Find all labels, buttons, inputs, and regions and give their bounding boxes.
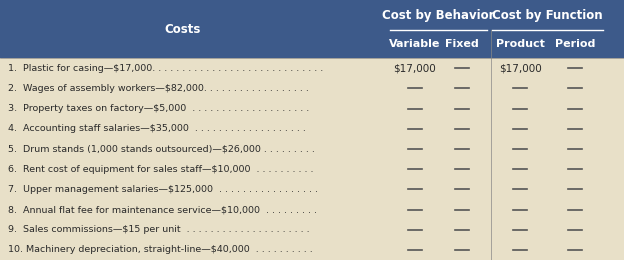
Text: 5.  Drum stands (1,000 stands outsourced)—$26,000 . . . . . . . . .: 5. Drum stands (1,000 stands outsourced)… xyxy=(8,144,315,153)
Text: 1.  Plastic for casing—$17,000. . . . . . . . . . . . . . . . . . . . . . . . . : 1. Plastic for casing—$17,000. . . . . .… xyxy=(8,64,323,73)
Text: Cost by Behavior: Cost by Behavior xyxy=(383,9,495,22)
Text: 9.  Sales commissions—$15 per unit  . . . . . . . . . . . . . . . . . . . . .: 9. Sales commissions—$15 per unit . . . … xyxy=(8,225,310,234)
Text: $17,000: $17,000 xyxy=(394,63,436,73)
Text: $17,000: $17,000 xyxy=(499,63,542,73)
Text: Costs: Costs xyxy=(164,23,201,36)
Text: Product: Product xyxy=(495,39,544,49)
Text: Period: Period xyxy=(555,39,595,49)
Text: Cost by Function: Cost by Function xyxy=(492,9,603,22)
Text: 3.  Property taxes on factory—$5,000  . . . . . . . . . . . . . . . . . . . .: 3. Property taxes on factory—$5,000 . . … xyxy=(8,104,310,113)
Text: 8.  Annual flat fee for maintenance service—$10,000  . . . . . . . . .: 8. Annual flat fee for maintenance servi… xyxy=(8,205,317,214)
Text: 6.  Rent cost of equipment for sales staff—$10,000  . . . . . . . . . .: 6. Rent cost of equipment for sales staf… xyxy=(8,165,313,174)
Text: 4.  Accounting staff salaries—$35,000  . . . . . . . . . . . . . . . . . . .: 4. Accounting staff salaries—$35,000 . .… xyxy=(8,124,306,133)
Text: 7.  Upper management salaries—$125,000  . . . . . . . . . . . . . . . . .: 7. Upper management salaries—$125,000 . … xyxy=(8,185,318,194)
Text: 10. Machinery depreciation, straight-line—$40,000  . . . . . . . . . .: 10. Machinery depreciation, straight-lin… xyxy=(8,245,313,254)
Text: Fixed: Fixed xyxy=(445,39,479,49)
Text: 2.  Wages of assembly workers—$82,000. . . . . . . . . . . . . . . . . .: 2. Wages of assembly workers—$82,000. . … xyxy=(8,84,309,93)
FancyBboxPatch shape xyxy=(0,0,624,58)
Text: Variable: Variable xyxy=(389,39,441,49)
